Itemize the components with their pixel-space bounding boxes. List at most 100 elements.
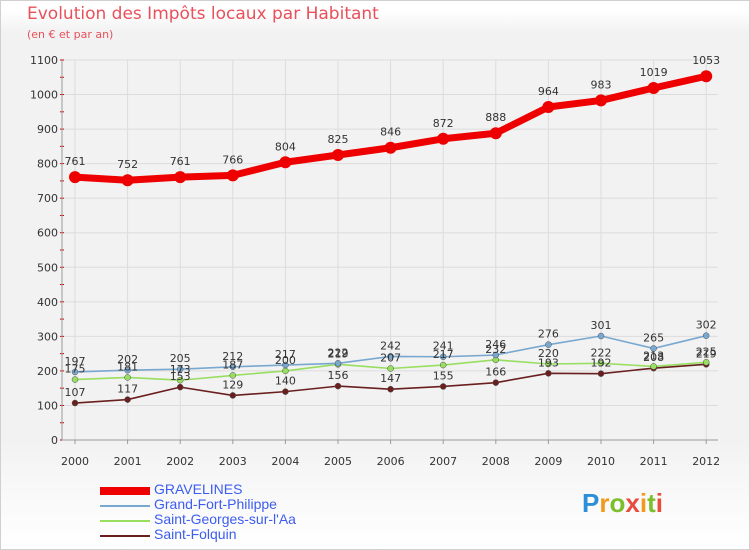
data-label: 804 xyxy=(275,140,296,153)
data-label: 265 xyxy=(643,331,664,344)
x-tick-label: 2001 xyxy=(114,455,142,468)
data-point xyxy=(545,360,552,368)
data-point xyxy=(174,171,187,184)
data-label: 187 xyxy=(222,358,243,371)
legend-swatch xyxy=(100,535,150,537)
data-point xyxy=(439,383,447,390)
y-tick-label: 400 xyxy=(37,296,58,309)
y-tick-label: 600 xyxy=(37,227,58,240)
data-point xyxy=(597,332,605,340)
data-label: 1053 xyxy=(692,54,720,67)
x-tick-label: 2008 xyxy=(482,455,510,468)
x-tick-label: 2007 xyxy=(429,455,457,468)
data-point xyxy=(176,365,184,373)
data-label: 213 xyxy=(643,349,664,362)
data-point xyxy=(702,332,710,339)
data-label: 147 xyxy=(380,372,401,385)
data-label: 200 xyxy=(275,354,296,367)
data-point xyxy=(71,399,79,407)
axes: 0 100 200 300 400 500 600 700 800 900 1000 1100 2000… xyxy=(30,54,720,468)
data-label: 761 xyxy=(170,155,191,168)
data-point xyxy=(124,366,131,374)
data-label: 222 xyxy=(328,346,349,359)
x-tick-label: 2011 xyxy=(640,455,668,468)
data-point xyxy=(176,383,184,391)
data-point xyxy=(439,353,447,360)
data-label: 222 xyxy=(591,346,612,359)
data-point xyxy=(334,360,342,367)
x-tick-label: 2010 xyxy=(587,455,615,468)
data-label: 217 xyxy=(433,348,454,361)
data-label: 241 xyxy=(433,340,454,353)
y-tick-label: 100 xyxy=(37,399,58,412)
legend-label-saint-georges: Saint-Georges-sur-l'Aa xyxy=(154,511,296,527)
data-label: 107 xyxy=(65,386,86,399)
chart-title: Evolution des Impôts locaux par Habitant xyxy=(27,4,379,24)
data-label: 153 xyxy=(170,370,191,383)
data-point xyxy=(69,171,81,184)
data-label: 140 xyxy=(275,375,296,388)
data-label: 220 xyxy=(538,347,559,360)
data-label: 1019 xyxy=(640,66,668,79)
data-point xyxy=(492,351,500,359)
data-label: 752 xyxy=(117,158,138,171)
data-point xyxy=(282,367,289,375)
data-point xyxy=(282,388,289,395)
data-label: 301 xyxy=(591,319,612,332)
data-label: 212 xyxy=(222,350,243,363)
data-labels: 107 117 153 129 140 156 147 155 166 193 192 208 219 1… xyxy=(65,54,721,399)
y-tick-label: 900 xyxy=(37,123,58,136)
data-label: 888 xyxy=(485,111,506,124)
data-label: 205 xyxy=(170,352,191,365)
data-label: 166 xyxy=(485,366,506,379)
data-label: 246 xyxy=(485,338,506,351)
data-point xyxy=(439,361,447,369)
data-point xyxy=(387,353,394,360)
data-label: 225 xyxy=(696,345,717,358)
x-tick-label: 2002 xyxy=(166,455,194,468)
data-point xyxy=(545,370,552,377)
y-tick-label: 800 xyxy=(37,158,58,171)
data-label: 193 xyxy=(538,356,559,369)
data-label: 175 xyxy=(65,363,86,376)
x-tick-label: 2004 xyxy=(271,455,299,468)
data-point xyxy=(650,363,657,370)
data-point xyxy=(647,81,660,94)
x-tick-label: 2006 xyxy=(377,455,405,468)
proxiti-logo: Proxiti xyxy=(582,488,663,518)
data-label: 761 xyxy=(65,155,86,168)
x-tick-label: 2005 xyxy=(324,455,352,468)
data-label: 117 xyxy=(117,383,138,396)
legend-swatch xyxy=(100,487,150,495)
data-point xyxy=(124,396,131,403)
y-tick-label: 700 xyxy=(37,192,58,205)
data-point xyxy=(542,100,555,113)
data-point xyxy=(597,370,605,377)
data-label: 276 xyxy=(538,328,559,341)
data-point xyxy=(229,372,237,379)
y-tick-label: 1100 xyxy=(30,54,58,67)
data-point xyxy=(334,382,342,390)
data-label: 846 xyxy=(380,126,401,139)
data-label: 155 xyxy=(433,369,454,382)
data-label: 217 xyxy=(275,348,296,361)
data-point xyxy=(437,132,450,145)
y-tick-label: 500 xyxy=(37,261,58,274)
data-point xyxy=(384,141,397,154)
data-label: 156 xyxy=(328,369,349,382)
data-label: 197 xyxy=(65,355,86,368)
data-label: 872 xyxy=(433,117,454,130)
legend-label-saint-folquin: Saint-Folquin xyxy=(154,526,237,542)
data-point xyxy=(71,368,79,376)
data-point xyxy=(226,169,239,182)
x-tick-label: 2012 xyxy=(692,455,720,468)
data-point xyxy=(492,379,500,386)
legend-label-gravelines: GRAVELINES xyxy=(154,481,243,497)
x-tick-label: 2003 xyxy=(219,455,247,468)
legend-label-grand-fort-philippe: Grand-Fort-Philippe xyxy=(154,496,277,512)
y-tick-label: 0 xyxy=(51,434,58,447)
data-point xyxy=(387,385,394,393)
data-label: 129 xyxy=(222,378,243,391)
data-label: 207 xyxy=(380,351,401,364)
data-label: 192 xyxy=(591,357,612,370)
